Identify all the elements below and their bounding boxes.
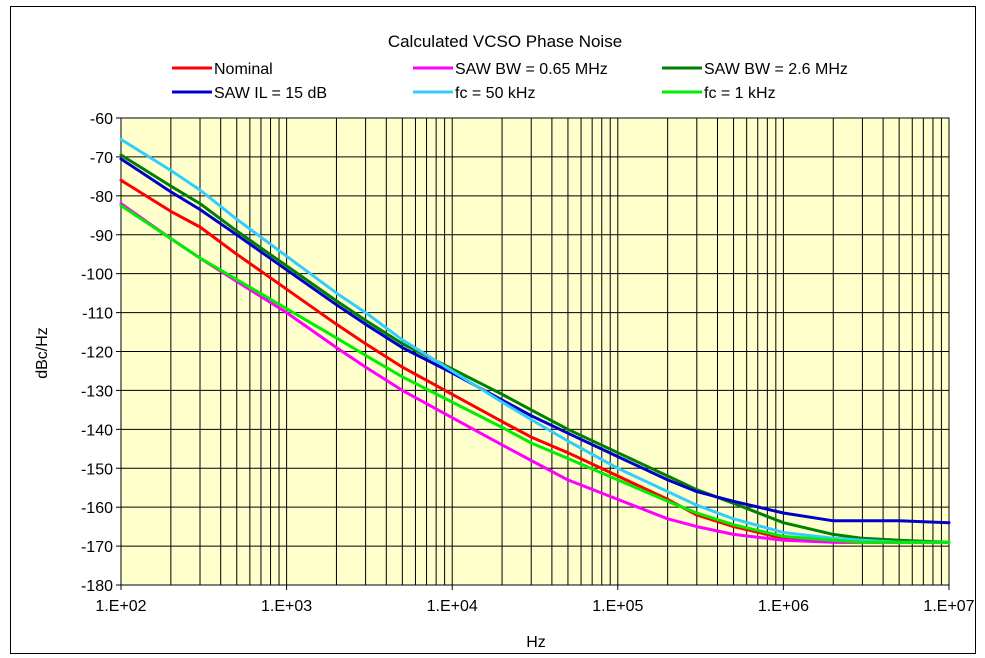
y-tick-label: -150 — [81, 461, 113, 478]
x-axis-title: Hz — [526, 634, 546, 651]
x-tick-label: 1.E+06 — [758, 598, 809, 615]
chart-title: Calculated VCSO Phase Noise — [388, 32, 622, 51]
series-line-6 — [119, 204, 951, 544]
y-tick-label: -140 — [81, 422, 113, 439]
y-tick-label: -80 — [90, 189, 113, 206]
series-line-4 — [119, 157, 951, 525]
y-tick-label: -90 — [90, 228, 113, 245]
x-tick-label: 1.E+07 — [923, 598, 974, 615]
y-tick-label: -160 — [81, 500, 113, 517]
y-tick-label: -110 — [82, 306, 113, 323]
legend-label: fc = 1 kHz — [704, 85, 776, 102]
y-tick-label: -120 — [81, 345, 113, 362]
y-tick-label: -100 — [81, 267, 113, 284]
legend-label: SAW BW = 0.65 MHz — [455, 61, 608, 78]
series-line-5 — [119, 137, 951, 544]
x-tick-label: 1.E+05 — [592, 598, 643, 615]
y-tick-label: -70 — [90, 150, 113, 167]
x-tick-label: 1.E+02 — [95, 598, 146, 615]
y-tick-label: -180 — [81, 578, 113, 595]
legend: Nominal SAW BW = 0.65 MHz SAW BW = 2.6 MHz… — [172, 61, 848, 102]
series-line-2 — [119, 202, 951, 544]
y-tick-label: -60 — [90, 111, 113, 128]
legend-label: Nominal — [214, 61, 273, 78]
x-tick-label: 1.E+03 — [261, 598, 312, 615]
legend-label: SAW BW = 2.6 MHz — [704, 61, 848, 78]
y-axis-title: dBc/Hz — [34, 327, 51, 379]
legend-label: fc = 50 kHz — [455, 85, 535, 102]
y-tick-label: -130 — [81, 383, 113, 400]
x-tick-label: 1.E+04 — [427, 598, 478, 615]
plot-area: -60 -70 -80 -90 -100 -110 -120 -130 -140 -150 -160… — [81, 111, 975, 615]
series-line-3 — [119, 153, 951, 544]
y-tick-label: -170 — [81, 539, 113, 556]
legend-label: SAW IL = 15 dB — [214, 85, 327, 102]
